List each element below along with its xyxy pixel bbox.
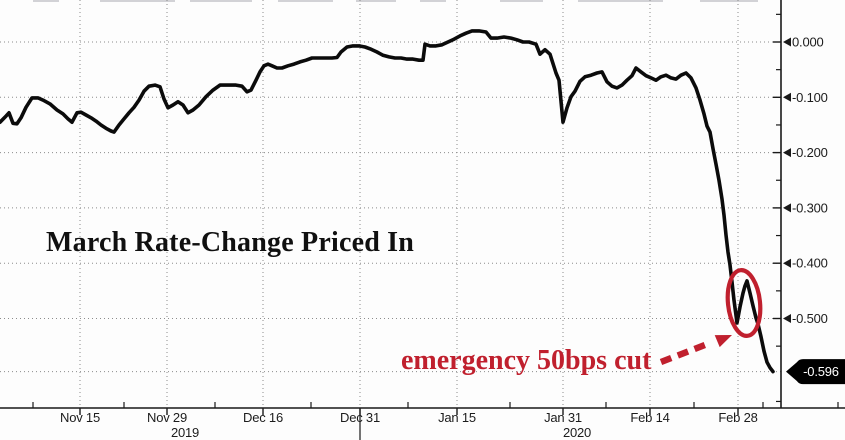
- cropped-header-artifact: [190, 0, 252, 2]
- emergency-cut-annotation: emergency 50bps cut: [401, 345, 652, 376]
- y-tick-label: -0.400: [792, 256, 828, 271]
- year-label: 2019: [171, 425, 199, 440]
- y-tick-arrow-icon: [783, 314, 791, 323]
- y-tick-label: -0.100: [792, 90, 828, 105]
- y-tick-arrow-icon: [783, 203, 791, 213]
- y-tick-arrow-icon: [783, 92, 791, 102]
- y-tick-label: 0.000: [792, 35, 824, 50]
- y-tick-arrow-icon: [783, 148, 791, 158]
- x-tick-label: Nov 29: [147, 410, 187, 425]
- x-tick-label: Feb 28: [718, 410, 757, 425]
- cropped-header-artifact: [33, 0, 59, 2]
- cropped-header-artifact: [100, 0, 175, 2]
- cropped-header-artifact: [420, 0, 446, 2]
- y-tick-arrow-icon: [783, 258, 791, 268]
- x-tick-label: Jan 15: [438, 410, 476, 425]
- x-tick-label: Feb 14: [630, 410, 669, 425]
- cropped-header-artifact: [500, 0, 543, 2]
- y-tick-label: -0.200: [792, 145, 828, 160]
- cropped-header-artifact: [578, 0, 663, 2]
- y-tick-label: -0.300: [792, 200, 828, 215]
- last-price-badge: [786, 359, 845, 385]
- cropped-header-artifact: [356, 0, 396, 2]
- annotation-arrowhead-icon: [714, 335, 732, 348]
- x-tick-label: Jan 31: [544, 410, 582, 425]
- annotation-arrow: [659, 339, 712, 366]
- y-tick-arrow-icon: [783, 37, 791, 47]
- x-tick-label: Nov 15: [60, 410, 100, 425]
- cropped-header-artifact: [700, 0, 758, 2]
- y-tick-label: -0.500: [792, 311, 828, 326]
- x-tick-label: Dec 16: [243, 410, 283, 425]
- last-price-label: -0.596: [803, 364, 839, 379]
- annotation-ellipse: [725, 268, 763, 338]
- chart-title: March Rate-Change Priced In: [46, 227, 415, 258]
- year-label: 2020: [563, 425, 591, 440]
- cropped-header-artifact: [278, 0, 333, 2]
- price-line: [0, 29, 775, 374]
